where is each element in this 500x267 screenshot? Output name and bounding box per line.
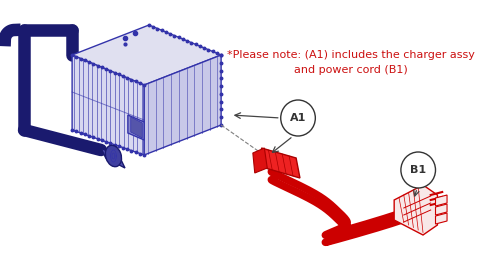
Text: B1: B1: [410, 165, 426, 175]
Circle shape: [280, 100, 316, 136]
Text: A1: A1: [290, 113, 306, 123]
Polygon shape: [130, 117, 142, 138]
Polygon shape: [144, 55, 221, 155]
Polygon shape: [128, 115, 144, 140]
Polygon shape: [72, 25, 221, 85]
Polygon shape: [436, 213, 447, 224]
Polygon shape: [72, 55, 144, 155]
Polygon shape: [253, 148, 268, 173]
Polygon shape: [394, 185, 438, 235]
Polygon shape: [262, 148, 300, 178]
Polygon shape: [101, 148, 125, 168]
Polygon shape: [436, 195, 447, 206]
Circle shape: [401, 152, 436, 188]
Text: and power cord (B1): and power cord (B1): [294, 65, 408, 75]
Polygon shape: [436, 204, 447, 215]
Text: *Please note: (A1) includes the charger assy: *Please note: (A1) includes the charger …: [227, 50, 475, 60]
Ellipse shape: [106, 145, 122, 167]
